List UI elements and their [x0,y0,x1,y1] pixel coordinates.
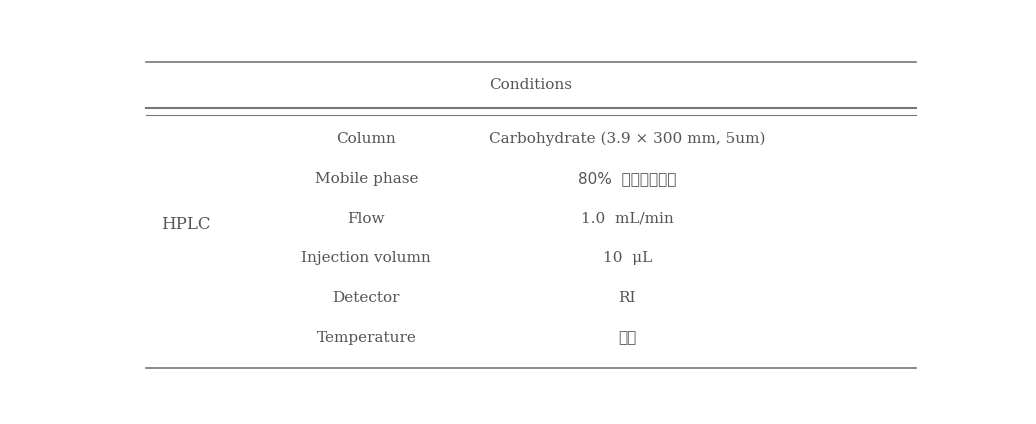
Text: Injection volumn: Injection volumn [301,251,431,265]
Text: Conditions: Conditions [489,78,573,92]
Text: Column: Column [337,132,396,146]
Text: 80%  아세토니트릴: 80% 아세토니트릴 [578,172,677,187]
Text: HPLC: HPLC [161,216,210,233]
Text: Flow: Flow [348,212,385,226]
Text: Carbohydrate (3.9 × 300 mm, 5um): Carbohydrate (3.9 × 300 mm, 5um) [489,132,766,147]
Text: 실온: 실온 [618,330,636,346]
Text: Detector: Detector [333,291,400,305]
Text: Temperature: Temperature [316,331,416,345]
Text: Mobile phase: Mobile phase [315,172,419,186]
Text: RI: RI [618,291,636,305]
Text: 10  μL: 10 μL [603,251,652,265]
Text: 1.0  mL/min: 1.0 mL/min [581,212,673,226]
